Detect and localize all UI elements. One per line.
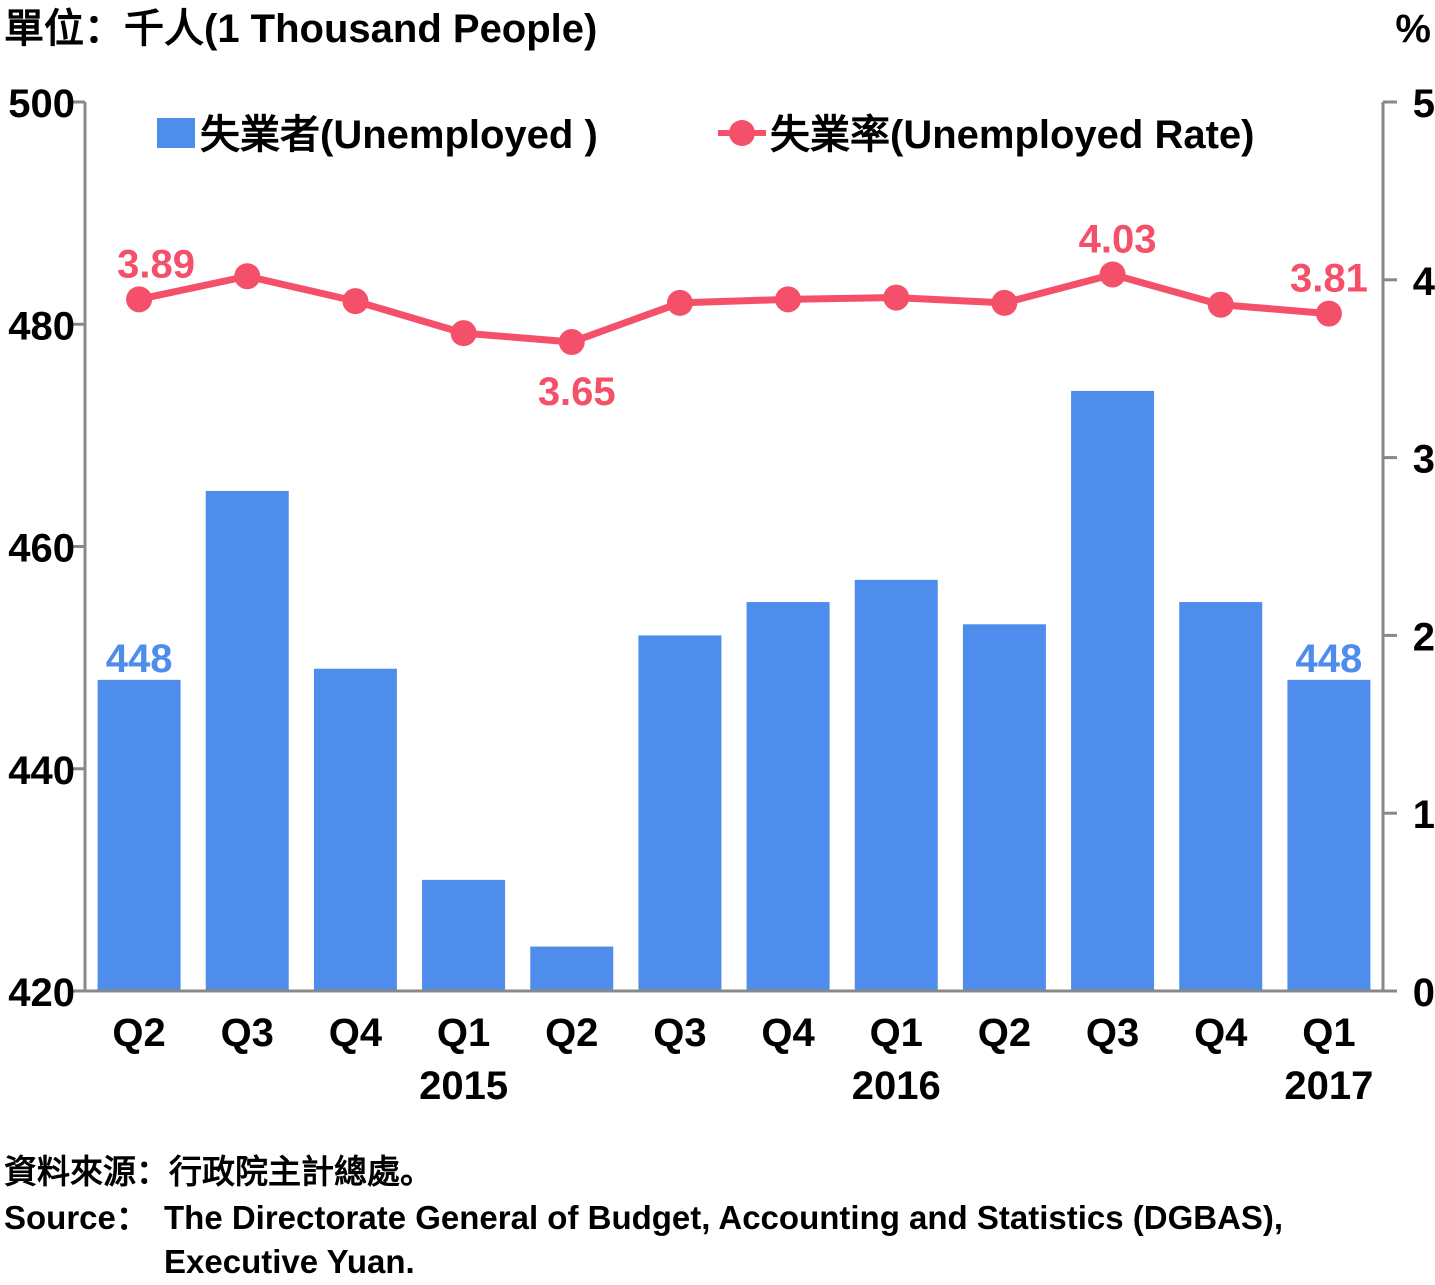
bar [530, 946, 614, 991]
bar-data-label: 448 [106, 637, 173, 681]
right-tick-label: 1 [1413, 793, 1435, 837]
bar [962, 624, 1046, 991]
x-tick-label: Q2 [112, 1011, 165, 1055]
x-tick-label: Q1 [1302, 1011, 1355, 1055]
left-tick-label: 500 [8, 82, 75, 126]
source-en-prefix: Source： [4, 1199, 149, 1236]
year-label: 2017 [1284, 1064, 1373, 1108]
legend-label-rate: 失業率(Unemployed Rate) [770, 113, 1255, 157]
x-tick-label: Q3 [653, 1011, 706, 1055]
bar [1287, 679, 1371, 991]
rate-point [342, 288, 369, 315]
left-tick-label: 480 [8, 304, 75, 348]
right-tick-label: 0 [1413, 971, 1435, 1015]
rate-data-label: 3.89 [117, 242, 195, 286]
bar [746, 602, 830, 991]
x-tick-label: Q2 [545, 1011, 598, 1055]
x-tick-label: Q1 [870, 1011, 923, 1055]
bar [97, 679, 181, 991]
legend: 失業者(Unemployed ) 失業率(Unemployed Rate) [157, 113, 1255, 157]
rate-line [138, 270, 1330, 346]
left-axis-unit: 單位：千人(1 Thousand People) [4, 7, 597, 51]
rate-data-label: 3.81 [1290, 257, 1368, 301]
bar [313, 668, 397, 991]
rate-point [666, 289, 693, 316]
x-tick-label: Q3 [1086, 1011, 1139, 1055]
x-tick-label: Q4 [329, 1011, 383, 1055]
rate-data-label: 3.65 [538, 370, 616, 414]
rate-point [558, 329, 585, 356]
plot-area: 420 440 460 480 500 0 1 2 3 4 5 Q2 Q3 Q4 Q1 Q2 Q3 Q4 Q1 Q2 Q… [8, 82, 1435, 1108]
legend-marker-rate [729, 120, 755, 146]
bar [854, 579, 938, 991]
source-en-line2: Executive Yuan. [164, 1243, 415, 1280]
rate-point [1315, 300, 1342, 327]
x-tick-label: Q1 [437, 1011, 490, 1055]
combo-chart: 單位：千人(1 Thousand People) % 4204404604805… [4, 7, 1435, 1108]
rate-point [234, 263, 261, 290]
bar [422, 879, 506, 991]
bar-data-label: 448 [1296, 637, 1363, 681]
bar [1179, 602, 1263, 991]
rate-point [1207, 291, 1234, 318]
rate-point [1099, 261, 1126, 288]
rate-point [775, 286, 802, 313]
bar [638, 635, 722, 991]
rate-point [126, 286, 153, 313]
right-axis-unit: % [1395, 7, 1431, 51]
x-tick-label: Q2 [978, 1011, 1031, 1055]
source-en-line1: Source： The Directorate General of Budget… [4, 1196, 1283, 1240]
left-tick-label: 460 [8, 527, 75, 571]
right-tick-label: 5 [1413, 82, 1435, 126]
legend-swatch-unemployed [157, 118, 195, 148]
right-tick-label: 2 [1413, 615, 1435, 659]
x-tick-label: Q3 [221, 1011, 274, 1055]
source-zh: 資料來源：行政院主計總處。 [4, 1153, 433, 1190]
rate-data-label: 4.03 [1079, 217, 1157, 261]
legend-label-unemployed: 失業者(Unemployed ) [200, 113, 598, 157]
year-label: 2016 [852, 1064, 941, 1108]
right-tick-label: 4 [1413, 260, 1435, 304]
rate-point [450, 320, 477, 347]
x-tick-label: Q4 [1194, 1011, 1248, 1055]
x-tick-label: Q4 [761, 1011, 815, 1055]
right-tick-label: 3 [1413, 438, 1435, 482]
bar [1071, 390, 1155, 991]
source-en-text1: The Directorate General of Budget, Accou… [164, 1199, 1284, 1236]
bar [205, 490, 289, 991]
left-tick-label: 420 [8, 971, 75, 1015]
left-tick-label: 440 [8, 749, 75, 793]
rate-point [883, 284, 910, 311]
year-label: 2015 [419, 1064, 508, 1108]
rate-point [991, 289, 1018, 316]
